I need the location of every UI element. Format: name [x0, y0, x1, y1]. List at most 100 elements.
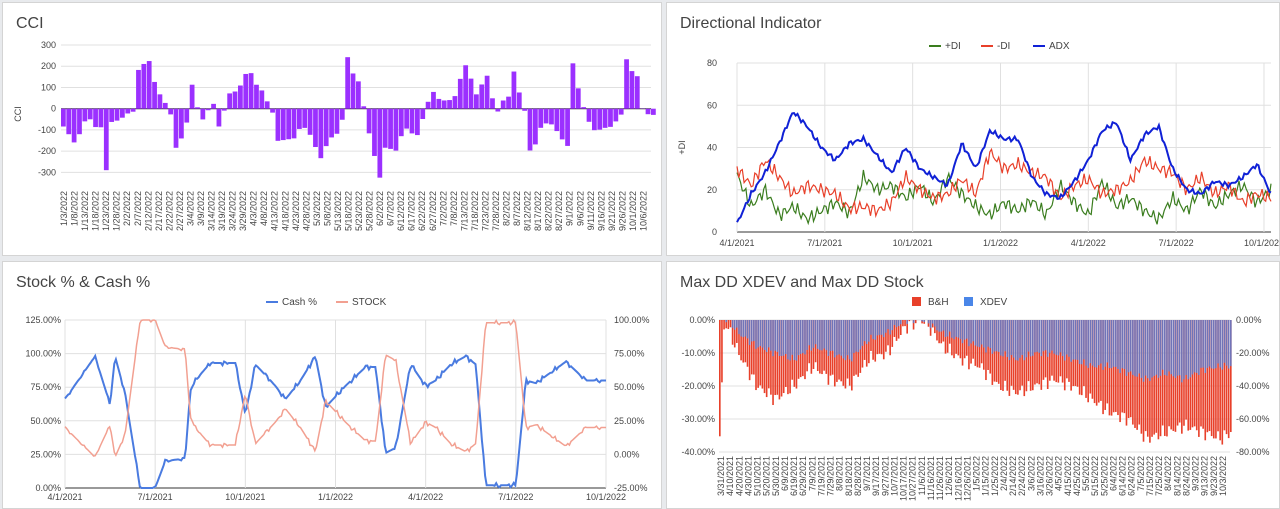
dd-bar	[738, 320, 740, 335]
legend-label: ADX	[1049, 41, 1070, 52]
cci-bar	[382, 108, 388, 148]
y-tick-label-right: -25.00%	[614, 483, 648, 493]
dd-bar	[959, 320, 962, 340]
x-tick-label: 1/15/2022	[981, 456, 991, 496]
dd-bar	[912, 320, 915, 330]
dd-bar	[1161, 320, 1164, 426]
x-tick-label: 5/18/2022	[343, 191, 353, 231]
dd-bar	[750, 320, 753, 375]
cci-bar	[179, 108, 184, 139]
x-tick-label: 6/27/2022	[428, 191, 438, 231]
x-tick-label: 8/8/2021	[835, 456, 845, 491]
cci-bar	[254, 84, 259, 109]
x-tick-label: 7/25/2022	[1154, 456, 1164, 496]
cci-bar	[243, 73, 249, 109]
legend-label: STOCK	[352, 297, 387, 308]
dd-bar	[1215, 320, 1217, 439]
dd-bar	[1155, 320, 1158, 433]
dd-bar	[1159, 320, 1162, 376]
y-tick-label: 300	[41, 40, 56, 50]
dd-bar	[859, 320, 862, 350]
x-tick-label: 5/8/2022	[322, 191, 332, 226]
dd-bar	[851, 320, 853, 362]
dd-bar	[1019, 320, 1021, 358]
dd-bar	[1091, 320, 1094, 366]
x-tick-label: 7/23/2022	[480, 191, 490, 231]
dd-bar	[1217, 320, 1219, 432]
dd-bar	[1066, 320, 1068, 355]
cci-bar	[559, 108, 565, 140]
cci-bar	[323, 108, 329, 147]
dd-bar	[823, 320, 825, 349]
dd-bar	[1021, 320, 1023, 356]
dd-bar	[1093, 320, 1096, 368]
dd-bar	[953, 320, 955, 340]
dd-bar	[1204, 320, 1207, 441]
dd-bar	[940, 320, 943, 344]
dd-bar	[1221, 320, 1224, 445]
dd-bar	[1170, 320, 1173, 375]
dd-bar	[1149, 320, 1151, 443]
dd-bar	[1012, 320, 1015, 358]
x-tick-label: 7/13/2022	[459, 191, 469, 231]
dd-bar	[829, 320, 832, 351]
dd-bar	[1193, 320, 1196, 427]
dd-bar	[870, 320, 872, 335]
cci-bar	[136, 69, 141, 109]
dd-bar	[1142, 320, 1145, 382]
dd-bar	[931, 320, 934, 328]
dd-bar	[1210, 320, 1213, 437]
dd-bar	[889, 320, 891, 356]
dd-bar	[742, 320, 745, 363]
cci-bar	[581, 107, 587, 109]
x-tick-label: 5/20/2021	[762, 456, 772, 496]
legend-marker	[912, 297, 921, 306]
cci-bar	[484, 75, 490, 109]
dd-bar	[770, 320, 772, 351]
x-tick-label: 12/6/2021	[944, 456, 954, 496]
dd-bar	[857, 320, 860, 353]
dd-bar	[1055, 320, 1058, 355]
dd-bar	[880, 320, 883, 335]
x-tick-label: 3/26/2022	[1045, 456, 1055, 496]
cci-bar	[313, 108, 318, 148]
cci-bar	[549, 108, 554, 125]
y-tick-label: 25.00%	[30, 449, 61, 459]
y-tick-label: 0	[712, 227, 717, 237]
cci-bar	[211, 103, 216, 109]
y-axis-label: CCI	[13, 106, 23, 122]
dd-bar	[957, 320, 960, 338]
x-tick-label: 1/1/2022	[318, 492, 353, 502]
y-tick-label: 0.00%	[689, 315, 715, 325]
x-tick-label: 1/18/2022	[91, 191, 101, 231]
dd-bar	[1215, 320, 1217, 369]
chart-title: Max DD XDEV and Max DD Stock	[680, 274, 924, 291]
dd-bar	[797, 320, 800, 356]
dd-bar	[906, 320, 908, 325]
x-tick-label: 7/1/2021	[807, 238, 842, 248]
x-tick-label: 3/16/2022	[1035, 456, 1045, 496]
cci-bar	[286, 108, 292, 140]
cci-bar	[302, 108, 308, 128]
dd-bar	[976, 320, 979, 347]
dd-bar	[1080, 320, 1083, 365]
x-tick-label: 8/28/2021	[853, 456, 863, 496]
dd-bar	[1174, 320, 1177, 378]
cci-bar	[629, 71, 635, 109]
y-tick-label: 80	[707, 58, 717, 68]
x-tick-label: 10/1/2021	[225, 492, 265, 502]
series-line	[64, 318, 606, 457]
cci-bar	[409, 108, 415, 134]
dd-bar	[838, 320, 840, 355]
x-tick-label: 6/12/2022	[396, 191, 406, 231]
cci-bar	[291, 108, 297, 139]
cci-bar	[447, 100, 452, 109]
dd-bar	[725, 320, 728, 329]
x-tick-label: 9/13/2022	[1200, 456, 1210, 496]
dd-bar	[997, 320, 1000, 352]
cci-bar	[645, 108, 651, 115]
x-tick-label: 2/4/2022	[999, 456, 1009, 491]
dd-bar	[1027, 320, 1030, 352]
dd-bar	[1168, 320, 1170, 427]
dd-bar	[1070, 320, 1072, 362]
